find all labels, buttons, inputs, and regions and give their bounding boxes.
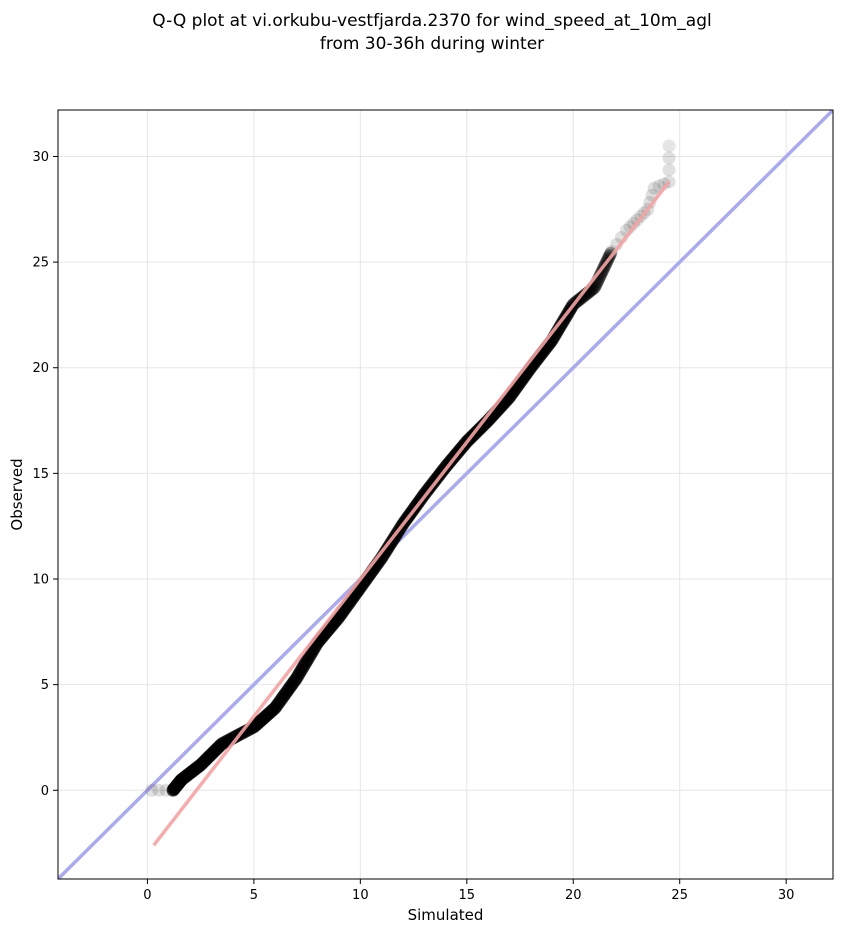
identity-line-layer bbox=[58, 110, 833, 879]
quantile-point bbox=[594, 266, 608, 280]
chart-title-line-1: Q-Q plot at vi.orkubu-vestfjarda.2370 fo… bbox=[152, 11, 711, 31]
y-tick-label: 0 bbox=[41, 784, 49, 799]
fit-line-layer bbox=[152, 180, 671, 847]
x-tick-label: 25 bbox=[671, 888, 688, 903]
y-tick-label: 30 bbox=[32, 150, 49, 165]
y-tick-label: 5 bbox=[41, 678, 49, 693]
quantile-point bbox=[152, 783, 166, 797]
quantile-point bbox=[577, 289, 591, 303]
quantile-point bbox=[662, 151, 676, 165]
y-axis-label: Observed bbox=[8, 458, 26, 530]
quantile-point bbox=[576, 290, 590, 304]
quantile-points bbox=[145, 139, 676, 797]
identity-line bbox=[58, 110, 833, 879]
x-axis-label: Simulated bbox=[408, 906, 484, 924]
quantile-point bbox=[605, 245, 619, 259]
plot-area-frame bbox=[57, 109, 834, 880]
quantile-point bbox=[657, 177, 671, 191]
y-tick-label: 15 bbox=[32, 467, 49, 482]
quantile-point bbox=[145, 783, 159, 797]
quantile-point bbox=[647, 181, 661, 195]
chart-title-line-2: from 30-36h during winter bbox=[320, 34, 544, 54]
x-axis-ticks: 0 5 10 15 20 25 30 bbox=[143, 879, 794, 903]
quantile-point bbox=[627, 216, 641, 230]
y-tick-label: 20 bbox=[32, 361, 49, 376]
x-tick-label: 0 bbox=[143, 888, 151, 903]
y-tick-label: 10 bbox=[32, 573, 49, 588]
x-tick-label: 20 bbox=[565, 888, 582, 903]
grid-lines bbox=[58, 110, 833, 879]
x-tick-label: 30 bbox=[778, 888, 795, 903]
x-tick-label: 10 bbox=[352, 888, 369, 903]
fit-line bbox=[152, 180, 671, 847]
quantile-point bbox=[643, 195, 657, 209]
y-axis-ticks: 0 5 10 15 20 25 30 bbox=[32, 150, 58, 799]
x-tick-label: 15 bbox=[459, 888, 476, 903]
x-tick-label: 5 bbox=[250, 888, 258, 903]
y-tick-label: 25 bbox=[32, 256, 49, 271]
quantile-point bbox=[662, 139, 676, 153]
quantile-point bbox=[662, 163, 676, 177]
